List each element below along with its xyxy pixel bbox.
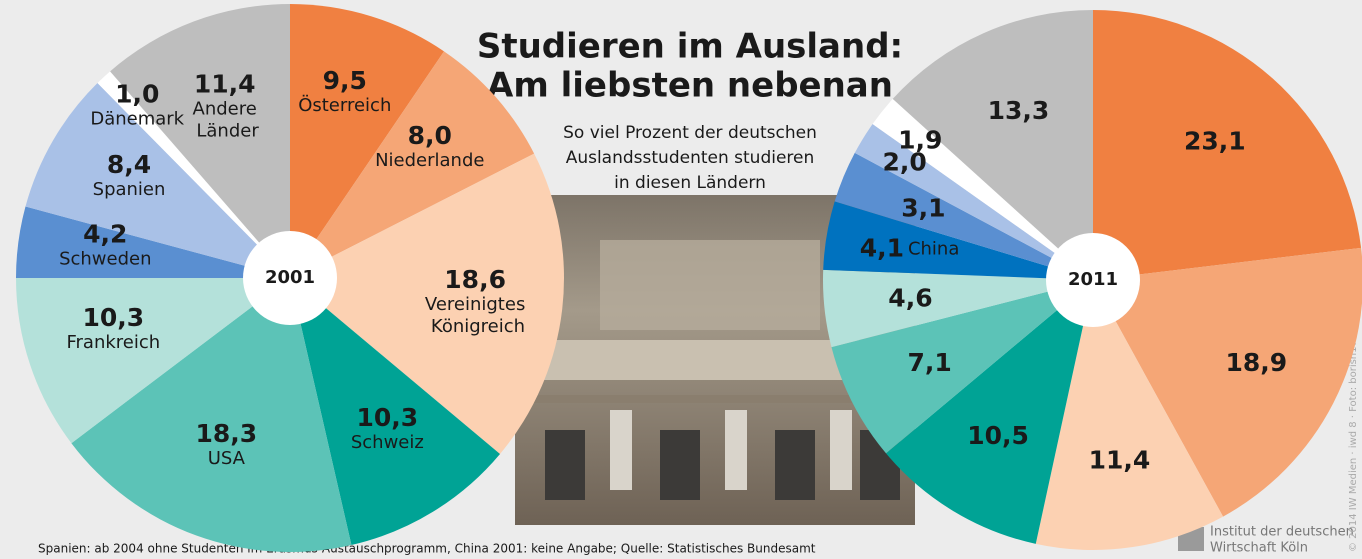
category-label: Schweden <box>59 248 151 269</box>
infographic: Studieren im Ausland: Am liebsten nebena… <box>0 0 1362 559</box>
category-label: Österreich <box>298 94 391 116</box>
value-label: 11,4 <box>1089 446 1151 475</box>
value-label: 7,1 <box>908 348 952 377</box>
value-label: 1,0 <box>115 79 159 108</box>
value-label: 10,5 <box>967 421 1029 450</box>
logo-text: Wirtschaft Köln <box>1210 541 1308 556</box>
category-label: Schweiz <box>351 432 424 453</box>
value-label: 18,6 <box>444 265 506 294</box>
value-label: 8,4 <box>107 150 151 179</box>
category-label: USA <box>208 448 246 469</box>
value-label: 18,9 <box>1225 348 1287 377</box>
value-label: 9,5 <box>323 66 367 95</box>
value-label: 10,3 <box>83 303 145 332</box>
value-label: 10,3 <box>357 403 419 432</box>
title-line: Am liebsten nebenan <box>487 66 893 106</box>
value-label: 4,6 <box>888 284 932 313</box>
subtitle-line: Auslandsstudenten studieren <box>566 148 815 168</box>
category-label: Dänemark <box>90 108 184 129</box>
category-label: Vereinigtes Königreich <box>425 294 525 337</box>
value-label: 8,0 <box>408 121 452 150</box>
footnote: Spanien: ab 2004 ohne Studenten im Erasm… <box>38 542 816 556</box>
subtitle-line: So viel Prozent der deutschen <box>563 123 817 143</box>
logo-text: Institut der deutschen <box>1210 525 1354 540</box>
value-label: 3,1 <box>901 194 945 223</box>
category-label: Spanien <box>93 179 166 200</box>
title-line: Studieren im Ausland: <box>477 27 903 67</box>
value-label: 4,1 <box>860 234 904 263</box>
value-label: 13,3 <box>988 96 1050 125</box>
value-label: 1,9 <box>898 126 942 155</box>
value-label: 23,1 <box>1184 127 1246 156</box>
category-label: China <box>908 239 959 260</box>
pie-label: 2001 <box>265 267 315 288</box>
value-label: 4,2 <box>83 219 127 248</box>
pie-label: 2011 <box>1068 269 1118 290</box>
value-label: 11,4 <box>194 70 256 99</box>
category-label: Andere Länder <box>191 99 260 142</box>
category-label: Niederlande <box>375 150 484 171</box>
value-label: 18,3 <box>195 419 257 448</box>
category-label: Frankreich <box>66 332 160 353</box>
subtitle-line: in diesen Ländern <box>614 173 766 193</box>
